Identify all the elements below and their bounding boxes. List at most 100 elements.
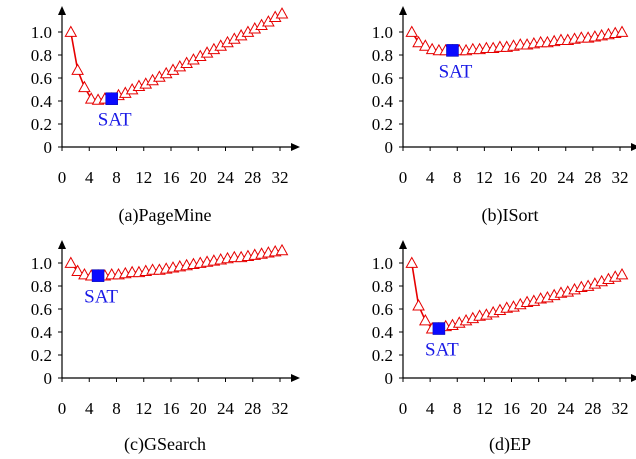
y-tick-label: 0.8 (31, 46, 52, 65)
sat-marker (105, 92, 118, 105)
y-tick-label: 0.8 (372, 277, 393, 296)
data-point (418, 39, 432, 51)
x-tick-label: 8 (112, 168, 121, 187)
x-tick-label: 28 (584, 399, 601, 418)
data-point (275, 243, 289, 256)
x-tick-label: 24 (557, 168, 575, 187)
y-tick-label: 1.0 (372, 254, 393, 273)
y-tick-label: 0 (385, 369, 394, 388)
x-axis-arrow (631, 374, 636, 382)
y-axis-arrow (399, 6, 407, 15)
y-tick-label: 0.4 (31, 323, 53, 342)
sat-label: SAT (425, 340, 459, 361)
y-tick-label: 0.8 (31, 277, 52, 296)
x-tick-label: 0 (58, 168, 67, 187)
sat-marker (91, 269, 105, 282)
y-axis-arrow (399, 240, 407, 249)
x-tick-label: 20 (530, 399, 547, 418)
x-tick-label: 8 (453, 168, 462, 187)
x-tick-label: 24 (557, 399, 575, 418)
x-tick-label: 24 (217, 399, 235, 418)
chart-caption: (a)PageMine (119, 205, 212, 226)
sat-label: SAT (98, 110, 132, 131)
x-tick-label: 4 (426, 168, 435, 187)
data-point (615, 25, 629, 37)
y-tick-label: 0.2 (31, 115, 52, 134)
data-point (412, 299, 425, 311)
x-tick-label: 32 (612, 399, 629, 418)
data-point (418, 313, 432, 326)
y-tick-label: 0 (385, 138, 394, 157)
x-tick-label: 16 (503, 399, 520, 418)
data-point (78, 80, 91, 93)
data-point (71, 264, 84, 276)
x-tick-label: 4 (85, 399, 94, 418)
x-tick-label: 16 (163, 168, 180, 187)
x-axis-arrow (291, 143, 300, 151)
data-point (615, 267, 629, 280)
y-tick-label: 0 (44, 138, 53, 157)
x-tick-label: 24 (217, 168, 235, 187)
data-point (64, 25, 78, 37)
x-axis-arrow (291, 374, 300, 382)
y-tick-label: 0.6 (372, 300, 393, 319)
y-tick-label: 0.6 (31, 300, 52, 319)
x-axis-arrow (631, 143, 636, 151)
chart-panel: 00.20.40.60.81.00 4 8 12 16 20 24 28 32SAT(a)Pag… (31, 6, 300, 226)
x-tick-label: 20 (530, 168, 547, 187)
y-tick-label: 0.4 (31, 92, 53, 111)
x-tick-label: 32 (612, 168, 629, 187)
x-tick-label: 4 (426, 399, 435, 418)
series-line (70, 12, 283, 101)
x-tick-label: 16 (503, 168, 520, 187)
sat-label: SAT (84, 287, 118, 308)
y-tick-label: 1.0 (31, 254, 52, 273)
x-tick-label: 16 (163, 399, 180, 418)
data-point (405, 256, 419, 268)
x-tick-label: 8 (112, 399, 121, 418)
data-point (275, 7, 289, 19)
sat-marker (432, 322, 446, 335)
y-axis-arrow (58, 240, 66, 249)
x-tick-label: 20 (190, 168, 207, 187)
y-tick-label: 0.2 (372, 346, 393, 365)
series-line (410, 262, 623, 330)
data-point (405, 25, 419, 37)
x-tick-label: 32 (272, 399, 289, 418)
sat-label: SAT (439, 61, 473, 82)
x-tick-label: 12 (135, 168, 152, 187)
y-tick-label: 1.0 (372, 23, 393, 42)
x-tick-label: 32 (272, 168, 289, 187)
chart-caption: (b)ISort (482, 205, 539, 226)
y-tick-label: 0 (44, 369, 53, 388)
data-point (71, 63, 84, 75)
y-tick-label: 1.0 (31, 23, 52, 42)
y-tick-label: 0.6 (372, 69, 393, 88)
chart-panel: 00.20.40.60.81.00 4 8 12 16 20 24 28 32SAT(c)GSe… (31, 240, 300, 455)
y-tick-label: 0.4 (372, 323, 394, 342)
sat-marker (446, 44, 459, 57)
x-tick-label: 28 (244, 399, 261, 418)
x-tick-label: 0 (399, 399, 408, 418)
data-point (78, 267, 91, 280)
data-point (412, 35, 425, 48)
data-point (84, 92, 98, 104)
y-tick-label: 0.4 (372, 92, 394, 111)
y-axis-arrow (58, 6, 66, 15)
x-tick-label: 28 (584, 168, 601, 187)
chart-panel: 00.20.40.60.81.00 4 8 12 16 20 24 28 32SAT(b)ISo… (372, 6, 636, 226)
x-tick-label: 8 (453, 399, 462, 418)
y-tick-label: 0.6 (31, 69, 52, 88)
y-tick-label: 0.2 (372, 115, 393, 134)
chart-caption: (d)EP (489, 434, 531, 455)
x-tick-label: 4 (85, 168, 94, 187)
y-tick-label: 0.2 (31, 346, 52, 365)
chart-caption: (c)GSearch (124, 434, 206, 455)
x-tick-label: 12 (135, 399, 152, 418)
data-point (64, 256, 78, 268)
y-tick-label: 0.8 (372, 46, 393, 65)
x-tick-label: 20 (190, 399, 207, 418)
